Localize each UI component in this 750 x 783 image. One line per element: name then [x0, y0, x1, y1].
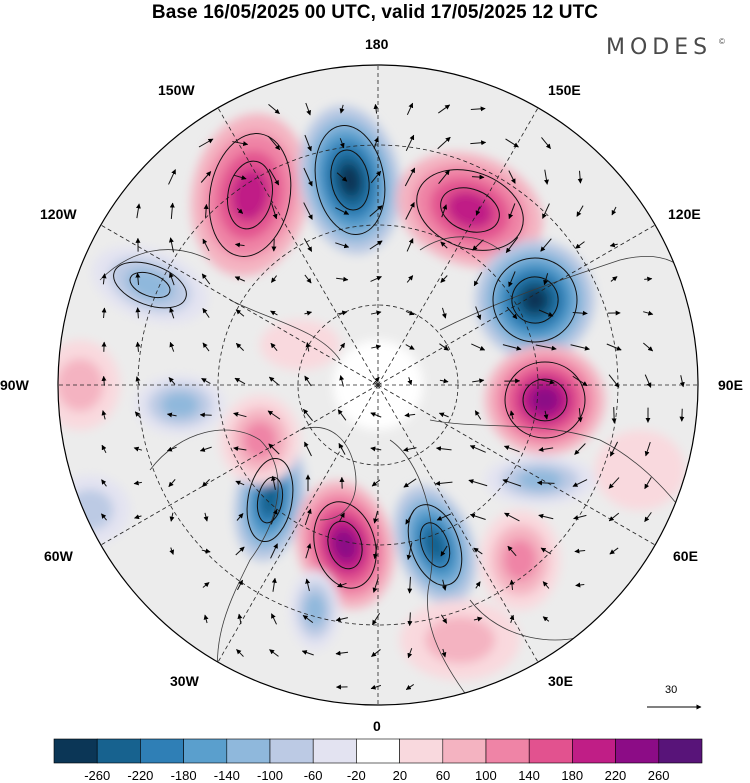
colorbar-swatch	[442, 738, 487, 764]
lon-label-150w: 150W	[158, 82, 195, 98]
geopotential-anomaly-field	[58, 105, 685, 680]
colorbar	[53, 738, 703, 764]
colorbar-tick: -180	[170, 768, 197, 783]
copyright-mark: ©	[719, 37, 725, 46]
colorbar-swatch	[269, 738, 314, 764]
colorbar-swatch	[183, 738, 228, 764]
colorbar-tick: -140	[213, 768, 240, 783]
colorbar-swatch	[399, 738, 444, 764]
height-contours	[113, 125, 586, 589]
reference-vector-value: 30	[665, 684, 678, 696]
colorbar-tick: 100	[475, 768, 497, 783]
lon-label-30w: 30W	[170, 673, 199, 689]
colorbar-swatch	[356, 738, 400, 764]
lon-label-0: 0	[373, 718, 381, 734]
colorbar-swatch	[96, 738, 141, 764]
polar-stereographic-map	[57, 64, 699, 706]
brand-logo: MODES	[606, 35, 713, 60]
colorbar-swatch	[572, 738, 616, 764]
colorbar-swatch	[53, 738, 98, 764]
colorbar-tick: -20	[346, 768, 366, 783]
colorbar-tick: 260	[647, 768, 670, 783]
colorbar-tick: 20	[392, 768, 408, 783]
lon-label-150e: 150E	[548, 82, 581, 98]
colorbar-swatch	[615, 738, 660, 764]
colorbar-swatch	[226, 738, 271, 764]
colorbar-tick: 140	[518, 768, 540, 783]
colorbar-swatch	[312, 738, 357, 764]
colorbar-swatch	[485, 738, 530, 764]
colorbar-tick: -220	[127, 768, 154, 783]
colorbar-tick: -100	[257, 768, 284, 783]
colorbar-swatch	[528, 738, 573, 764]
colorbar-tick: 180	[561, 768, 584, 783]
lon-label-120e: 120E	[668, 206, 701, 222]
lon-label-90w: 90W	[0, 377, 29, 393]
colorbar-swatch	[140, 738, 184, 764]
colorbar-tick: -260	[84, 768, 111, 783]
lon-label-60e: 60E	[673, 548, 698, 564]
colorbar-tick: -60	[303, 768, 323, 783]
map-boundary	[57, 64, 699, 706]
lon-label-60w: 60W	[44, 548, 73, 564]
colorbar-tick: 220	[604, 768, 627, 783]
lon-label-30e: 30E	[548, 673, 573, 689]
reference-vector-arrow	[647, 704, 702, 710]
lon-label-120w: 120W	[40, 206, 77, 222]
colorbar-tick: 60	[435, 768, 451, 783]
lon-label-180: 180	[365, 36, 389, 52]
map-title: Base 16/05/2025 00 UTC, valid 17/05/2025…	[151, 2, 599, 23]
lon-label-90e: 90E	[718, 377, 743, 393]
wind-vectors	[101, 102, 685, 690]
colorbar-swatch	[658, 738, 703, 764]
